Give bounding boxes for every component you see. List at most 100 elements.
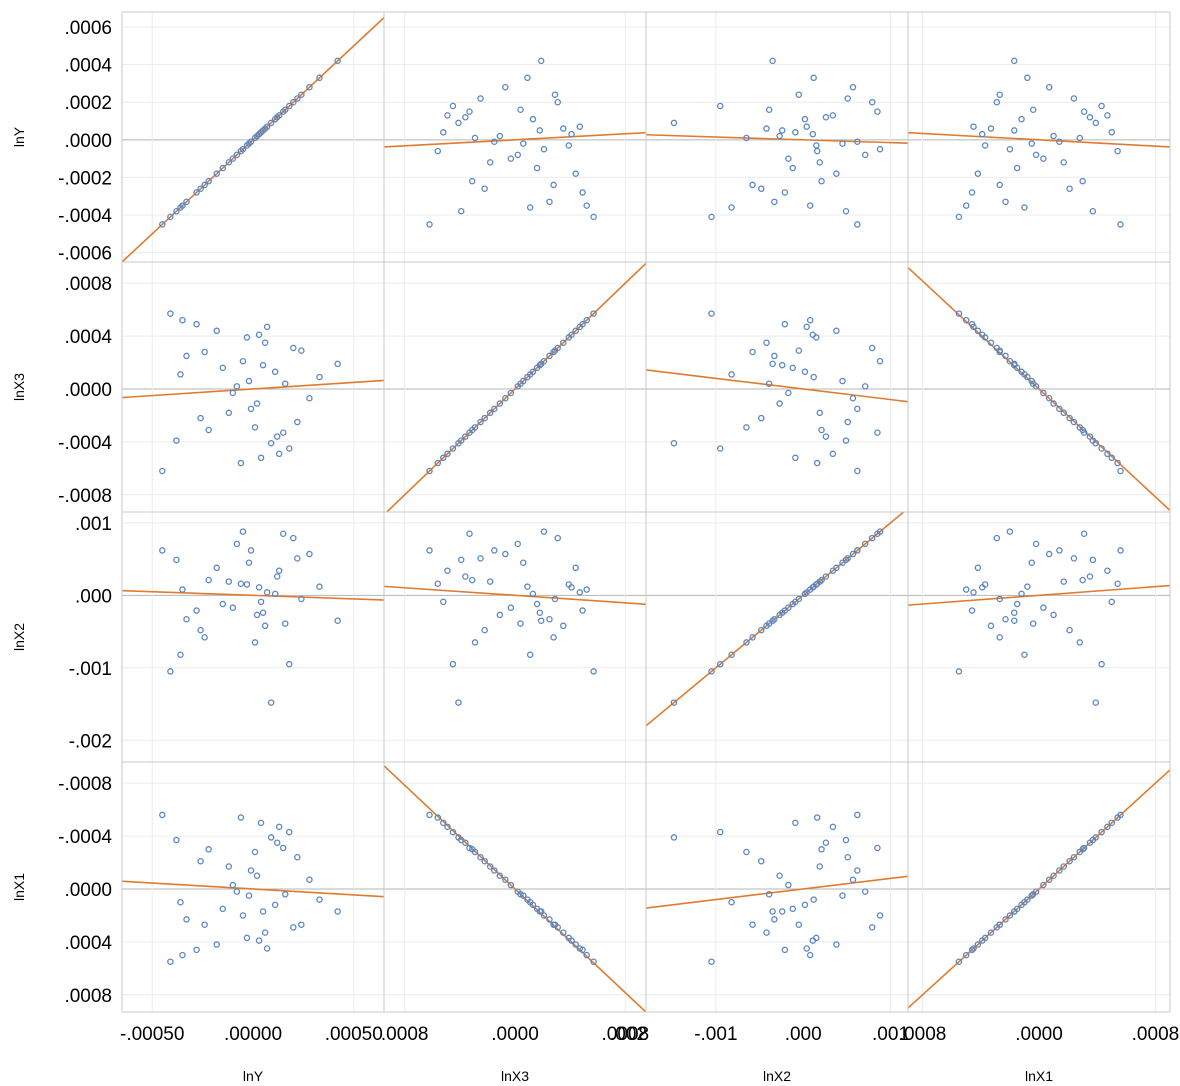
data-point	[294, 95, 301, 102]
data-point	[179, 586, 186, 593]
data-point	[449, 102, 457, 110]
data-point	[849, 876, 857, 883]
data-point	[243, 334, 251, 341]
data-point	[551, 347, 559, 354]
fit-line	[908, 266, 1170, 511]
data-point	[978, 130, 986, 138]
data-point	[789, 164, 796, 172]
data-point	[813, 147, 821, 155]
data-point	[529, 115, 537, 123]
data-point	[426, 221, 433, 228]
data-point	[449, 828, 457, 836]
data-point	[197, 626, 204, 634]
data-point	[1032, 151, 1040, 159]
data-point	[801, 901, 809, 909]
data-point	[842, 207, 850, 215]
data-point	[533, 164, 541, 172]
row-variable-label: lnX1	[11, 873, 27, 901]
data-point	[993, 98, 1001, 106]
data-point	[809, 331, 817, 339]
data-point	[533, 600, 541, 608]
data-point	[253, 400, 261, 407]
data-point	[251, 639, 259, 646]
data-point	[247, 547, 255, 554]
row-variable-label: lnX3	[11, 373, 27, 401]
data-point	[568, 331, 575, 339]
data-point	[298, 595, 305, 603]
data-point	[279, 429, 287, 436]
data-point	[261, 339, 269, 346]
data-point	[255, 584, 263, 591]
data-point	[159, 811, 166, 819]
data-point	[298, 91, 305, 98]
data-point	[583, 951, 590, 959]
data-point	[243, 934, 251, 942]
data-point	[502, 394, 509, 402]
data-point	[576, 589, 584, 596]
data-point	[778, 361, 786, 369]
data-point	[491, 547, 498, 554]
data-point	[294, 418, 301, 426]
data-point	[743, 848, 750, 856]
data-point	[1040, 604, 1047, 611]
data-point	[861, 540, 869, 548]
data-point	[177, 204, 184, 211]
y-tick-label: -.0008	[58, 774, 112, 795]
data-point	[267, 699, 275, 706]
data-point	[829, 567, 837, 574]
y-tick-label: -.0004	[58, 206, 112, 227]
data-point	[273, 573, 281, 580]
data-point	[229, 604, 237, 611]
data-point	[469, 177, 476, 185]
data-point	[789, 600, 796, 608]
data-point	[785, 389, 792, 397]
data-point	[716, 445, 724, 452]
data-point	[298, 347, 305, 354]
data-point	[229, 155, 237, 162]
data-point	[546, 615, 553, 623]
data-point	[1117, 221, 1124, 228]
data-point	[213, 170, 220, 177]
data-point	[1028, 140, 1035, 147]
data-point	[183, 352, 190, 360]
data-point	[201, 181, 208, 189]
x-tick-label: .0008	[602, 1024, 650, 1045]
data-point	[193, 189, 200, 196]
data-point	[1006, 912, 1014, 919]
y-tick-label: -.0008	[58, 486, 112, 507]
data-point	[1006, 145, 1014, 153]
data-point	[844, 418, 851, 426]
data-point	[1018, 590, 1025, 598]
data-point	[502, 550, 509, 558]
data-point	[1079, 846, 1086, 853]
data-point	[1050, 611, 1057, 619]
data-point	[572, 170, 579, 177]
data-point	[526, 204, 534, 211]
data-point	[1028, 892, 1035, 899]
panel-lnX3-lnX3	[384, 262, 646, 512]
data-point	[842, 556, 850, 564]
data-point	[257, 598, 265, 606]
data-point	[1104, 823, 1111, 831]
data-point	[809, 130, 817, 138]
data-point	[167, 668, 174, 675]
data-point	[765, 106, 773, 113]
y-tick-label: -.0006	[58, 244, 112, 265]
data-point	[844, 95, 851, 102]
data-point	[1040, 155, 1047, 162]
data-point	[213, 564, 220, 572]
data-point	[1104, 450, 1111, 458]
data-point	[968, 946, 976, 954]
data-point	[526, 651, 534, 659]
data-point	[259, 908, 267, 915]
data-point	[743, 134, 750, 142]
data-point	[255, 130, 263, 138]
data-point	[849, 550, 857, 558]
data-point	[576, 945, 584, 952]
data-point	[496, 132, 504, 140]
data-point	[670, 119, 678, 127]
data-point	[1104, 112, 1111, 119]
data-point	[1108, 819, 1116, 827]
data-point	[271, 590, 279, 598]
data-point	[517, 891, 524, 898]
